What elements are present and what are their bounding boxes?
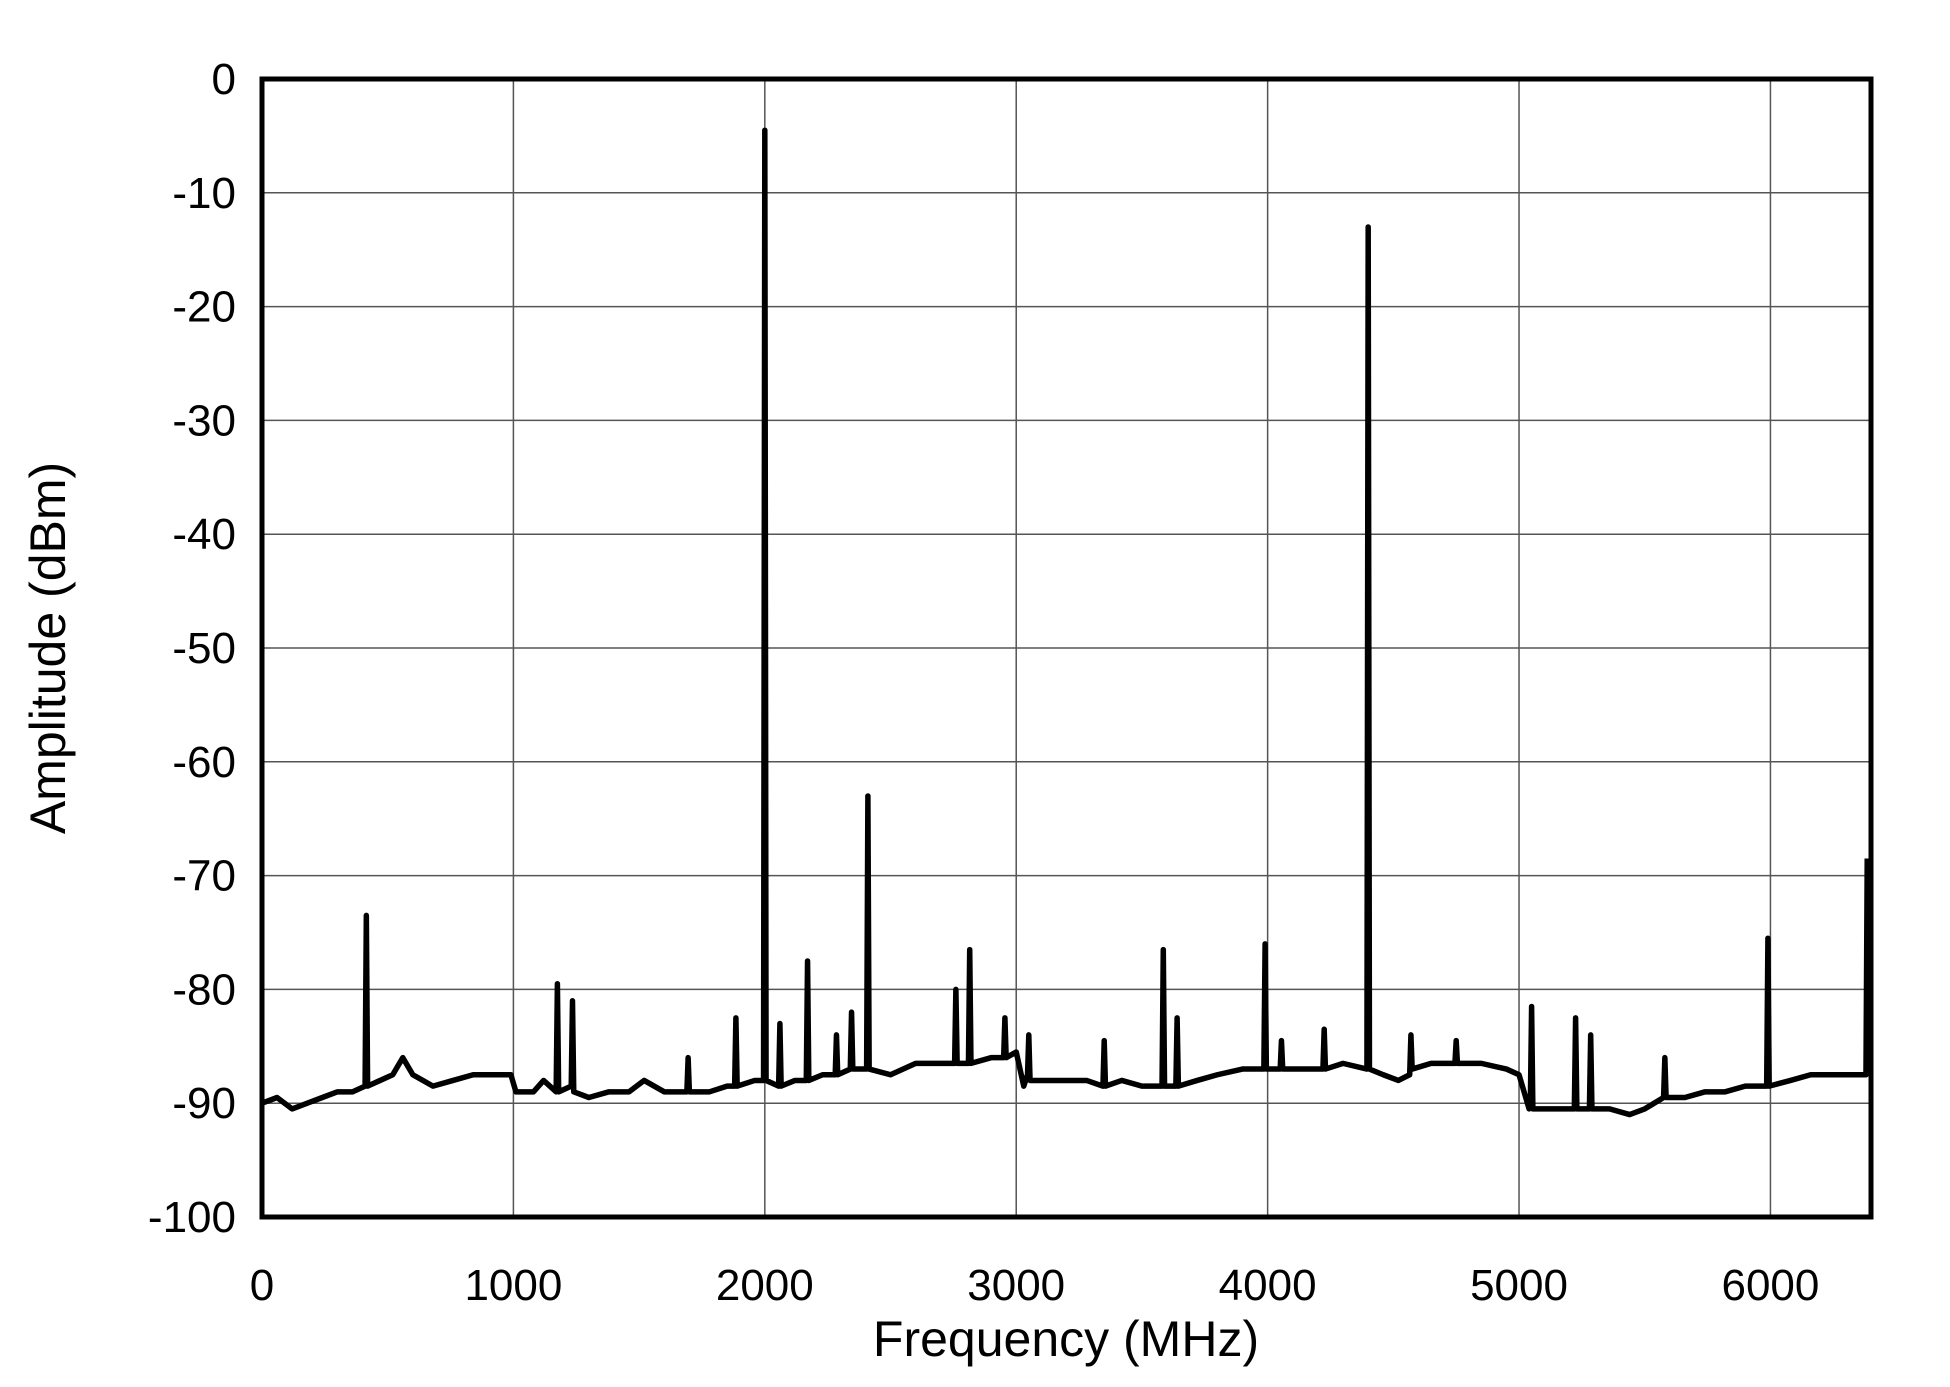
x-tick-label: 5000 bbox=[1470, 1261, 1568, 1310]
plot-frame bbox=[259, 76, 1874, 1220]
x-tick-label: 4000 bbox=[1219, 1261, 1317, 1310]
y-tick-label: 0 bbox=[212, 55, 236, 104]
y-tick-label: -50 bbox=[172, 624, 236, 673]
x-tick-label: 2000 bbox=[716, 1261, 814, 1310]
labels: 0 -10 -20 -30 -40 -50 -60 -70 -80 -90 -100 0 1000 200… bbox=[148, 55, 1819, 1310]
y-tick-label: -60 bbox=[172, 738, 236, 787]
x-tick-label: 0 bbox=[250, 1261, 274, 1310]
x-tick-label: 1000 bbox=[464, 1261, 562, 1310]
y-axis-title: Amplitude (dBm) bbox=[20, 462, 76, 834]
y-tick-label: -70 bbox=[172, 852, 236, 901]
x-tick-label: 3000 bbox=[967, 1261, 1065, 1310]
y-tick-label: -80 bbox=[172, 965, 236, 1014]
series bbox=[261, 127, 1870, 1118]
y-tick-label: -10 bbox=[172, 169, 236, 218]
y-tick-label: -40 bbox=[172, 510, 236, 559]
y-tick-label: -30 bbox=[172, 396, 236, 445]
y-tick-label: -20 bbox=[172, 283, 236, 332]
grid bbox=[261, 78, 1871, 1218]
x-tick-label: 6000 bbox=[1721, 1261, 1819, 1310]
spectrum-line bbox=[261, 127, 1870, 1118]
y-tick-label: -100 bbox=[148, 1193, 236, 1242]
x-axis-title: Frequency (MHz) bbox=[873, 1311, 1259, 1367]
y-tick-label: -90 bbox=[172, 1079, 236, 1128]
